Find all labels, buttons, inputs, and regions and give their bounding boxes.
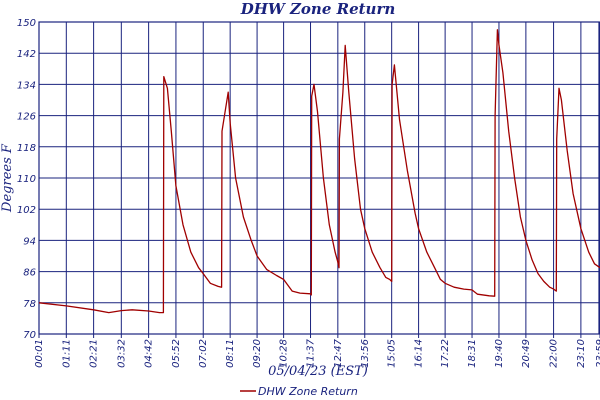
y-tick-label: 150 [17,18,36,29]
x-tick-label: 23:59 [595,339,600,368]
x-tick-label: 02:21 [89,339,100,368]
y-axis-ticks: 70 78 86 94 102 110 118 126 134 142 150 [17,18,36,341]
x-tick-label: 22:00 [549,339,560,368]
plot-frame [38,21,600,335]
legend-entry-label: DHW Zone Return [258,385,358,398]
y-tick-label: 102 [17,205,36,216]
x-tick-label: 15:05 [387,339,398,368]
x-tick-label: 00:01 [34,339,45,368]
y-tick-label: 70 [23,330,36,341]
x-tick-label: 03:32 [116,339,127,368]
chart-title: DHW Zone Return [240,0,396,18]
x-axis-ticks: 00:01 01:11 02:21 03:32 04:42 05:52 07:02 08:11… [34,338,600,367]
x-tick-label: 17:22 [440,339,451,368]
y-tick-label: 126 [17,112,36,123]
y-tick-label: 118 [17,143,36,154]
series-line-0 [38,29,600,314]
y-tick-label: 110 [17,174,36,185]
x-tick-label: 09:20 [252,339,263,368]
y-tick-label: 86 [23,268,36,279]
y-axis-label: Degrees F [0,143,15,213]
x-tick-label: 01:11 [61,339,72,368]
y-tick-label: 94 [23,236,36,247]
grid [38,21,600,338]
y-tick-label: 142 [17,49,36,60]
x-tick-label: 19:40 [494,339,505,368]
x-tick-label: 18:31 [467,339,478,368]
x-tick-label: 04:42 [144,339,155,368]
x-tick-label: 16:14 [414,339,425,368]
y-tick-label: 78 [23,299,36,310]
x-tick-label: 07:02 [198,339,209,368]
x-tick-label: 10:28 [279,339,290,368]
x-tick-label: 11:37 [306,338,317,367]
x-tick-label: 08:11 [225,339,236,368]
x-tick-label: 12:47 [333,338,344,367]
legend: DHW Zone Return [240,385,358,398]
x-axis-label: 05/04/23 (EST) [268,364,368,379]
x-tick-label: 13:56 [360,339,371,368]
x-tick-label: 20:49 [521,339,532,368]
x-tick-label: 23:10 [576,339,587,368]
x-tick-label: 05:52 [171,339,182,368]
y-tick-label: 134 [17,80,36,91]
plot-area [38,29,600,314]
